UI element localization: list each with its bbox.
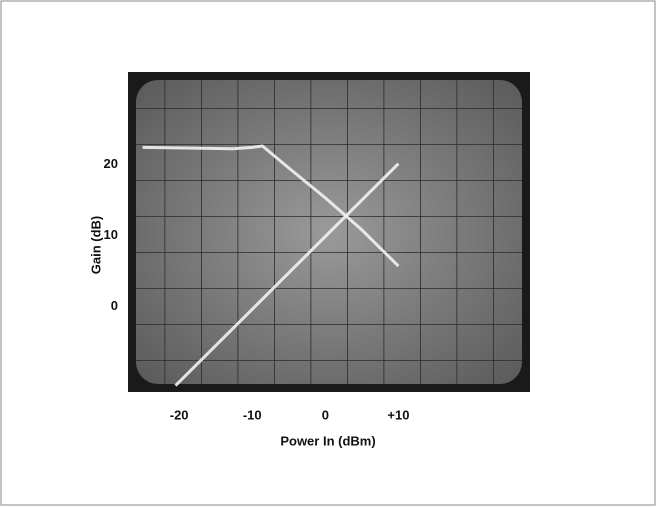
x-tick-label: -10 <box>243 407 262 422</box>
x-tick-label: -20 <box>170 407 189 422</box>
x-tick-label: +10 <box>387 407 409 422</box>
trace <box>142 144 400 268</box>
y-tick-label: 0 <box>111 298 118 313</box>
trace <box>174 162 400 387</box>
x-axis-label: Power In (dBm) <box>280 433 375 448</box>
y-tick-label: 20 <box>104 156 118 171</box>
y-axis-label: Gain (dB) <box>88 216 103 275</box>
x-tick-label: 0 <box>322 407 329 422</box>
y-tick-label: 10 <box>104 227 118 242</box>
